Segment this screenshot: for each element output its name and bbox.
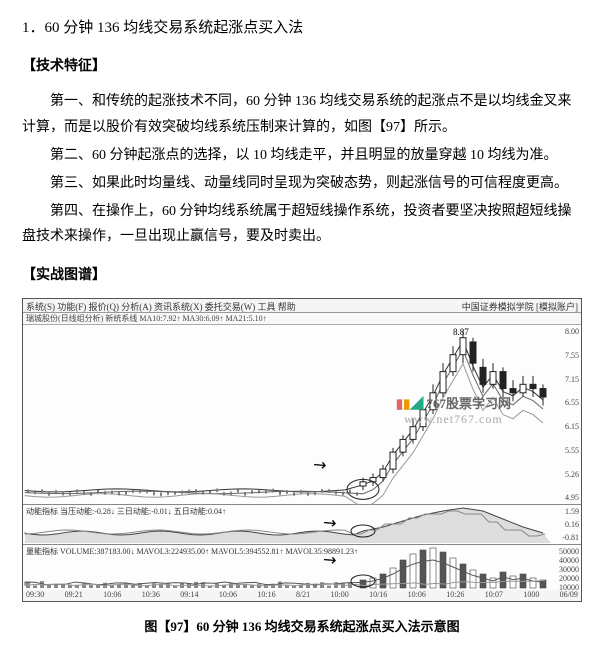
- figure-caption: 图【97】60 分钟 136 均线交易系统起涨点买入法示意图: [22, 616, 582, 635]
- chart-time-axis: 09:3009:2110:0610:3609:1410:0610:168/211…: [23, 590, 581, 601]
- watermark-url: www.net767.com: [396, 412, 511, 427]
- chart-toolbar: 瑞城股份(日线组分析) 新统系线 MA10:7.92↑ MA30:6.09↑ M…: [23, 313, 581, 325]
- indicator-y-scale: 1.590.16-0.81: [553, 505, 579, 544]
- chart-volume-panel: 量能指标 VOLUME:387183.00↓ MAVOL3:224935.00↑…: [23, 545, 581, 590]
- section-header-practice: 【实战图谱】: [22, 264, 582, 284]
- indicator-label: 动能指标 当压动能:-0.28↓ 三日动能:-0.01↓ 五日动能:0.04↑: [26, 506, 226, 517]
- chart-indicator-panel: 动能指标 当压动能:-0.28↓ 三日动能:-0.01↓ 五日动能:0.04↑ …: [23, 505, 581, 545]
- watermark: ▮▮◢ 767股票学习网 www.net767.com: [396, 393, 511, 427]
- volume-label: 量能指标 VOLUME:387183.00↓ MAVOL3:224935.00↑…: [26, 546, 358, 557]
- paragraph-3: 第三、如果此时均量线、动量线同时呈现为突破态势，则起涨信号的可信程度更高。: [22, 171, 582, 197]
- main-y-scale: 8.007.557.156.556.155.555.264.95: [553, 325, 579, 504]
- watermark-brand: 767股票学习网: [426, 396, 511, 411]
- stock-chart: 系统(S) 功能(F) 报价(Q) 分析(A) 资讯系统(X) 委托交易(W) …: [22, 298, 582, 602]
- watermark-logo: ▮▮◢ 767股票学习网: [396, 393, 511, 412]
- chart-menubar: 系统(S) 功能(F) 报价(Q) 分析(A) 资讯系统(X) 委托交易(W) …: [23, 299, 581, 313]
- paragraph-1: 第一、和传统的起涨技术不同，60 分钟 136 均线交易系统的起涨点不是以均线金…: [22, 89, 582, 141]
- menubar-right: 中国证券模拟学院 [模拟账户]: [462, 300, 578, 311]
- peak-annotation: 8.87: [453, 327, 469, 337]
- chart-main-panel: ▮▮◢ 767股票学习网 www.net767.com 8.007.557.15…: [23, 325, 581, 505]
- paragraph-4: 第四、在操作上，60 分钟均线系统属于超短线操作系统，投资者要坚决按照超短线操盘…: [22, 199, 582, 251]
- paragraph-2: 第二、60 分钟起涨点的选择，以 10 均线走平，并且明显的放量穿越 10 均线…: [22, 143, 582, 169]
- volume-y-scale: 5000040000300002000010000: [553, 545, 579, 590]
- tech-paragraphs: 第一、和传统的起涨技术不同，60 分钟 136 均线交易系统的起涨点不是以均线金…: [22, 89, 582, 250]
- section-header-tech: 【技术特征】: [22, 55, 582, 75]
- menubar-left: 系统(S) 功能(F) 报价(Q) 分析(A) 资讯系统(X) 委托交易(W) …: [26, 300, 296, 311]
- document-title: 1．60 分钟 136 均线交易系统起涨点买入法: [22, 16, 582, 37]
